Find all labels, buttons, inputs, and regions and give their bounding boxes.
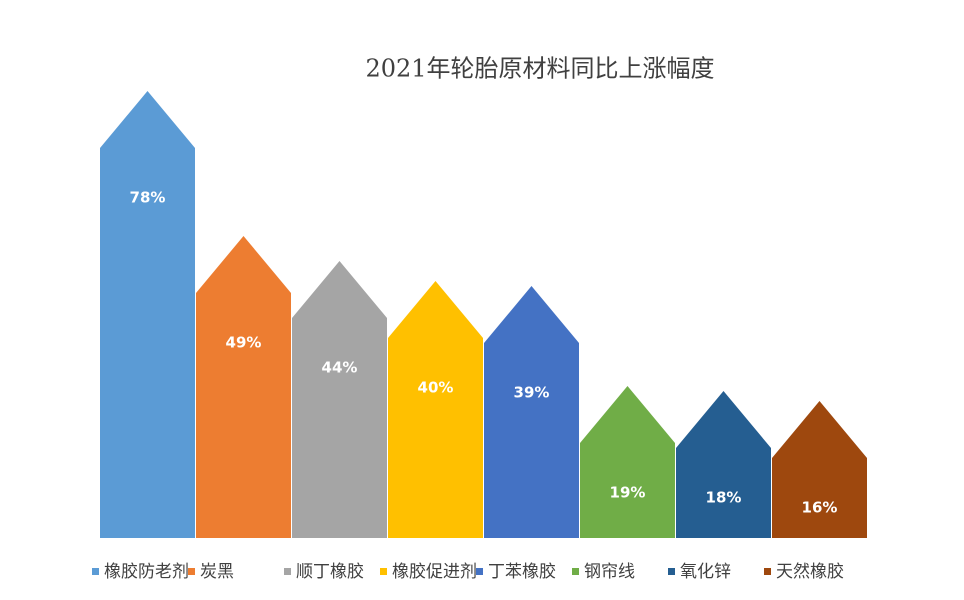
value-label: 18% xyxy=(706,489,742,507)
legend-marker xyxy=(284,568,291,575)
value-label: 19% xyxy=(610,484,646,502)
bar xyxy=(388,281,483,538)
value-label: 78% xyxy=(130,189,166,207)
chart-title: 2021年轮胎原材料同比上涨幅度 xyxy=(365,55,714,83)
legend-marker xyxy=(92,568,99,575)
legend-label: 氧化锌 xyxy=(680,562,731,582)
legend-label: 炭黑 xyxy=(200,562,234,582)
bar xyxy=(772,401,867,538)
legend-label: 橡胶促进剂 xyxy=(392,562,477,582)
value-label: 44% xyxy=(322,359,358,377)
bar xyxy=(100,91,195,538)
value-label: 40% xyxy=(418,379,454,397)
value-label: 39% xyxy=(514,384,550,402)
legend-label: 丁苯橡胶 xyxy=(488,562,556,582)
legend-marker xyxy=(764,568,771,575)
legend-label: 橡胶防老剂 xyxy=(104,562,189,582)
legend-label: 天然橡胶 xyxy=(776,562,844,582)
legend-label: 钢帘线 xyxy=(584,562,635,582)
legend-marker xyxy=(668,568,675,575)
bar xyxy=(580,386,675,538)
legend-label: 顺丁橡胶 xyxy=(296,562,364,582)
bar xyxy=(676,391,771,538)
legend-marker xyxy=(188,568,195,575)
legend-marker xyxy=(572,568,579,575)
bar xyxy=(292,261,387,538)
legend-marker xyxy=(476,568,483,575)
legend-marker xyxy=(380,568,387,575)
bar xyxy=(196,236,291,538)
bar xyxy=(484,286,579,538)
value-label: 16% xyxy=(802,499,838,517)
value-label: 49% xyxy=(226,334,262,352)
